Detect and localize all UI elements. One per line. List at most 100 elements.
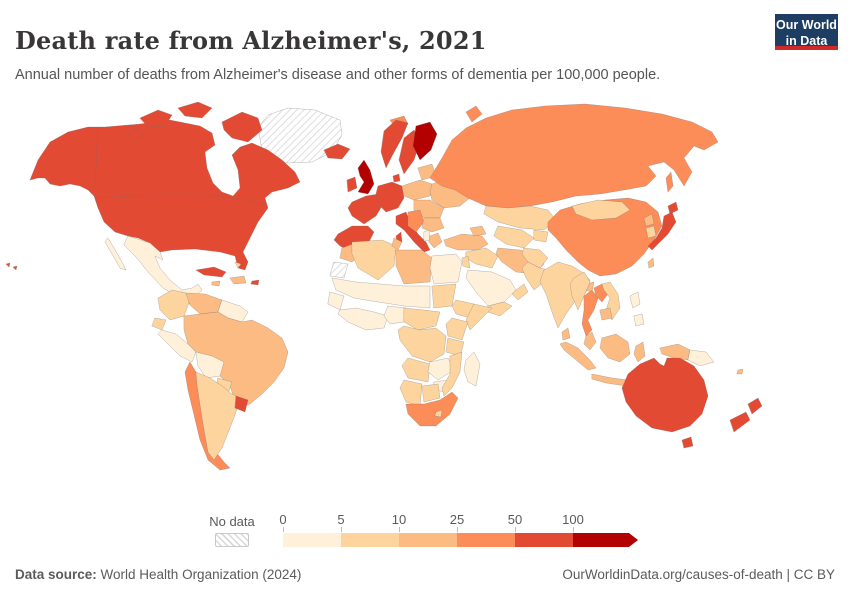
country-north-korea[interactable] [643, 213, 655, 227]
country-borneo[interactable] [599, 333, 631, 363]
country-philippines[interactable] [629, 291, 645, 327]
country-colombia[interactable] [157, 289, 191, 321]
country-poland-czechia[interactable] [401, 179, 433, 201]
country-germany-benelux[interactable] [375, 181, 405, 213]
country-croatia-bosnia[interactable] [407, 209, 425, 233]
country-peru[interactable] [157, 329, 197, 363]
country-libya[interactable] [395, 249, 433, 285]
country-algeria[interactable] [351, 239, 397, 281]
country-mexico-baja[interactable] [104, 237, 127, 271]
no-data-swatch[interactable] [215, 533, 249, 547]
country-kenya-uganda[interactable] [445, 317, 469, 341]
country-fiji[interactable] [736, 368, 744, 375]
legend-tick-5: 5 [337, 512, 345, 527]
country-dr-congo[interactable] [397, 325, 447, 363]
country-bolivia[interactable] [195, 351, 225, 379]
legend-tickmark [515, 527, 516, 532]
country-uzbekistan-turkmenistan[interactable] [493, 225, 535, 249]
license-link[interactable]: OurWorldinData.org/causes-of-death | CC … [562, 567, 835, 582]
country-sudan[interactable] [431, 283, 457, 309]
country-syria-iraq[interactable] [465, 247, 499, 269]
country-japan[interactable] [647, 201, 679, 251]
country-kyrgyzstan-tajikistan[interactable] [533, 229, 549, 243]
country-papua-new-guinea[interactable] [687, 349, 715, 367]
country-saudi-arabia[interactable] [465, 269, 517, 307]
country-united-kingdom[interactable] [357, 159, 375, 195]
country-iceland[interactable] [323, 143, 351, 160]
country-sakhalin[interactable] [665, 171, 674, 193]
owid-logo-line1: Our World [776, 18, 837, 32]
country-jamaica[interactable] [211, 280, 221, 287]
country-kazakhstan[interactable] [483, 205, 557, 231]
country-ecuador[interactable] [151, 317, 167, 331]
country-canada-arctic-islands[interactable] [127, 101, 263, 143]
country-egypt[interactable] [429, 253, 463, 285]
legend-bin-0-5[interactable] [283, 533, 341, 547]
legend-bin-25-50[interactable] [457, 533, 515, 547]
country-taiwan[interactable] [647, 257, 655, 269]
country-caucasus[interactable] [469, 225, 487, 237]
country-israel-jordan[interactable] [461, 255, 471, 269]
country-ireland[interactable] [346, 176, 358, 193]
country-denmark[interactable] [392, 173, 401, 183]
country-malaysia[interactable] [583, 331, 597, 351]
country-cuba[interactable] [195, 266, 227, 278]
legend-tick-10: 10 [391, 512, 407, 527]
legend-tickmark [283, 527, 284, 532]
country-finland[interactable] [412, 121, 438, 161]
country-uruguay[interactable] [234, 395, 249, 413]
country-venezuela[interactable] [185, 292, 223, 315]
country-china[interactable] [547, 197, 663, 277]
country-madagascar[interactable] [463, 351, 481, 387]
country-namibia[interactable] [399, 379, 423, 407]
country-ethiopia[interactable] [451, 299, 475, 319]
country-south-korea[interactable] [645, 225, 657, 239]
data-source-label: Data source: [15, 567, 97, 582]
country-zambia[interactable] [427, 357, 455, 381]
country-serbia-bulgaria[interactable] [421, 217, 445, 233]
country-western-sahara[interactable] [329, 261, 349, 279]
country-lesotho[interactable] [434, 409, 443, 418]
country-mozambique[interactable] [441, 351, 463, 397]
country-albania[interactable] [423, 229, 431, 242]
country-tasmania[interactable] [681, 436, 694, 449]
country-novaya-zemlya[interactable] [465, 105, 483, 123]
country-norway[interactable] [380, 119, 409, 169]
owid-logo[interactable]: Our World in Data [775, 14, 838, 50]
country-thailand[interactable] [581, 289, 599, 337]
country-puerto-rico[interactable] [250, 279, 260, 286]
country-java[interactable] [591, 373, 629, 387]
country-turkey[interactable] [443, 233, 489, 251]
country-new-zealand[interactable] [729, 397, 763, 433]
legend-bin-50-100[interactable] [515, 533, 573, 547]
country-ivorycoast-ghana[interactable] [337, 307, 389, 331]
country-mexico[interactable] [123, 235, 203, 298]
country-south-africa[interactable] [405, 391, 459, 427]
country-hawaii[interactable] [5, 262, 18, 271]
country-sumatra[interactable] [559, 341, 597, 371]
country-oman[interactable] [511, 283, 529, 301]
country-somalia[interactable] [465, 303, 493, 331]
country-sahel[interactable] [331, 277, 431, 309]
country-cameroon-car[interactable] [403, 307, 441, 331]
legend-bin-5-10[interactable] [341, 533, 399, 547]
legend-bin-10-25[interactable] [399, 533, 457, 547]
country-sri-lanka[interactable] [561, 327, 571, 341]
country-hispaniola[interactable] [229, 275, 247, 285]
country-angola[interactable] [401, 357, 431, 383]
country-france[interactable] [347, 193, 383, 225]
legend-tickmark [341, 527, 342, 532]
country-greece[interactable] [428, 232, 443, 249]
country-papua-west[interactable] [659, 343, 691, 361]
country-mongolia[interactable] [571, 199, 631, 221]
country-argentina[interactable] [195, 371, 241, 461]
country-myanmar[interactable] [569, 271, 591, 311]
country-nigeria[interactable] [383, 305, 407, 325]
legend-bin-100-plus[interactable] [573, 533, 638, 547]
country-senegal-guinea[interactable] [327, 291, 345, 311]
country-bahamas[interactable] [234, 261, 242, 269]
country-sulawesi[interactable] [633, 341, 646, 363]
country-australia[interactable] [621, 357, 709, 433]
country-botswana[interactable] [421, 383, 441, 403]
country-cambodia[interactable] [599, 307, 613, 321]
